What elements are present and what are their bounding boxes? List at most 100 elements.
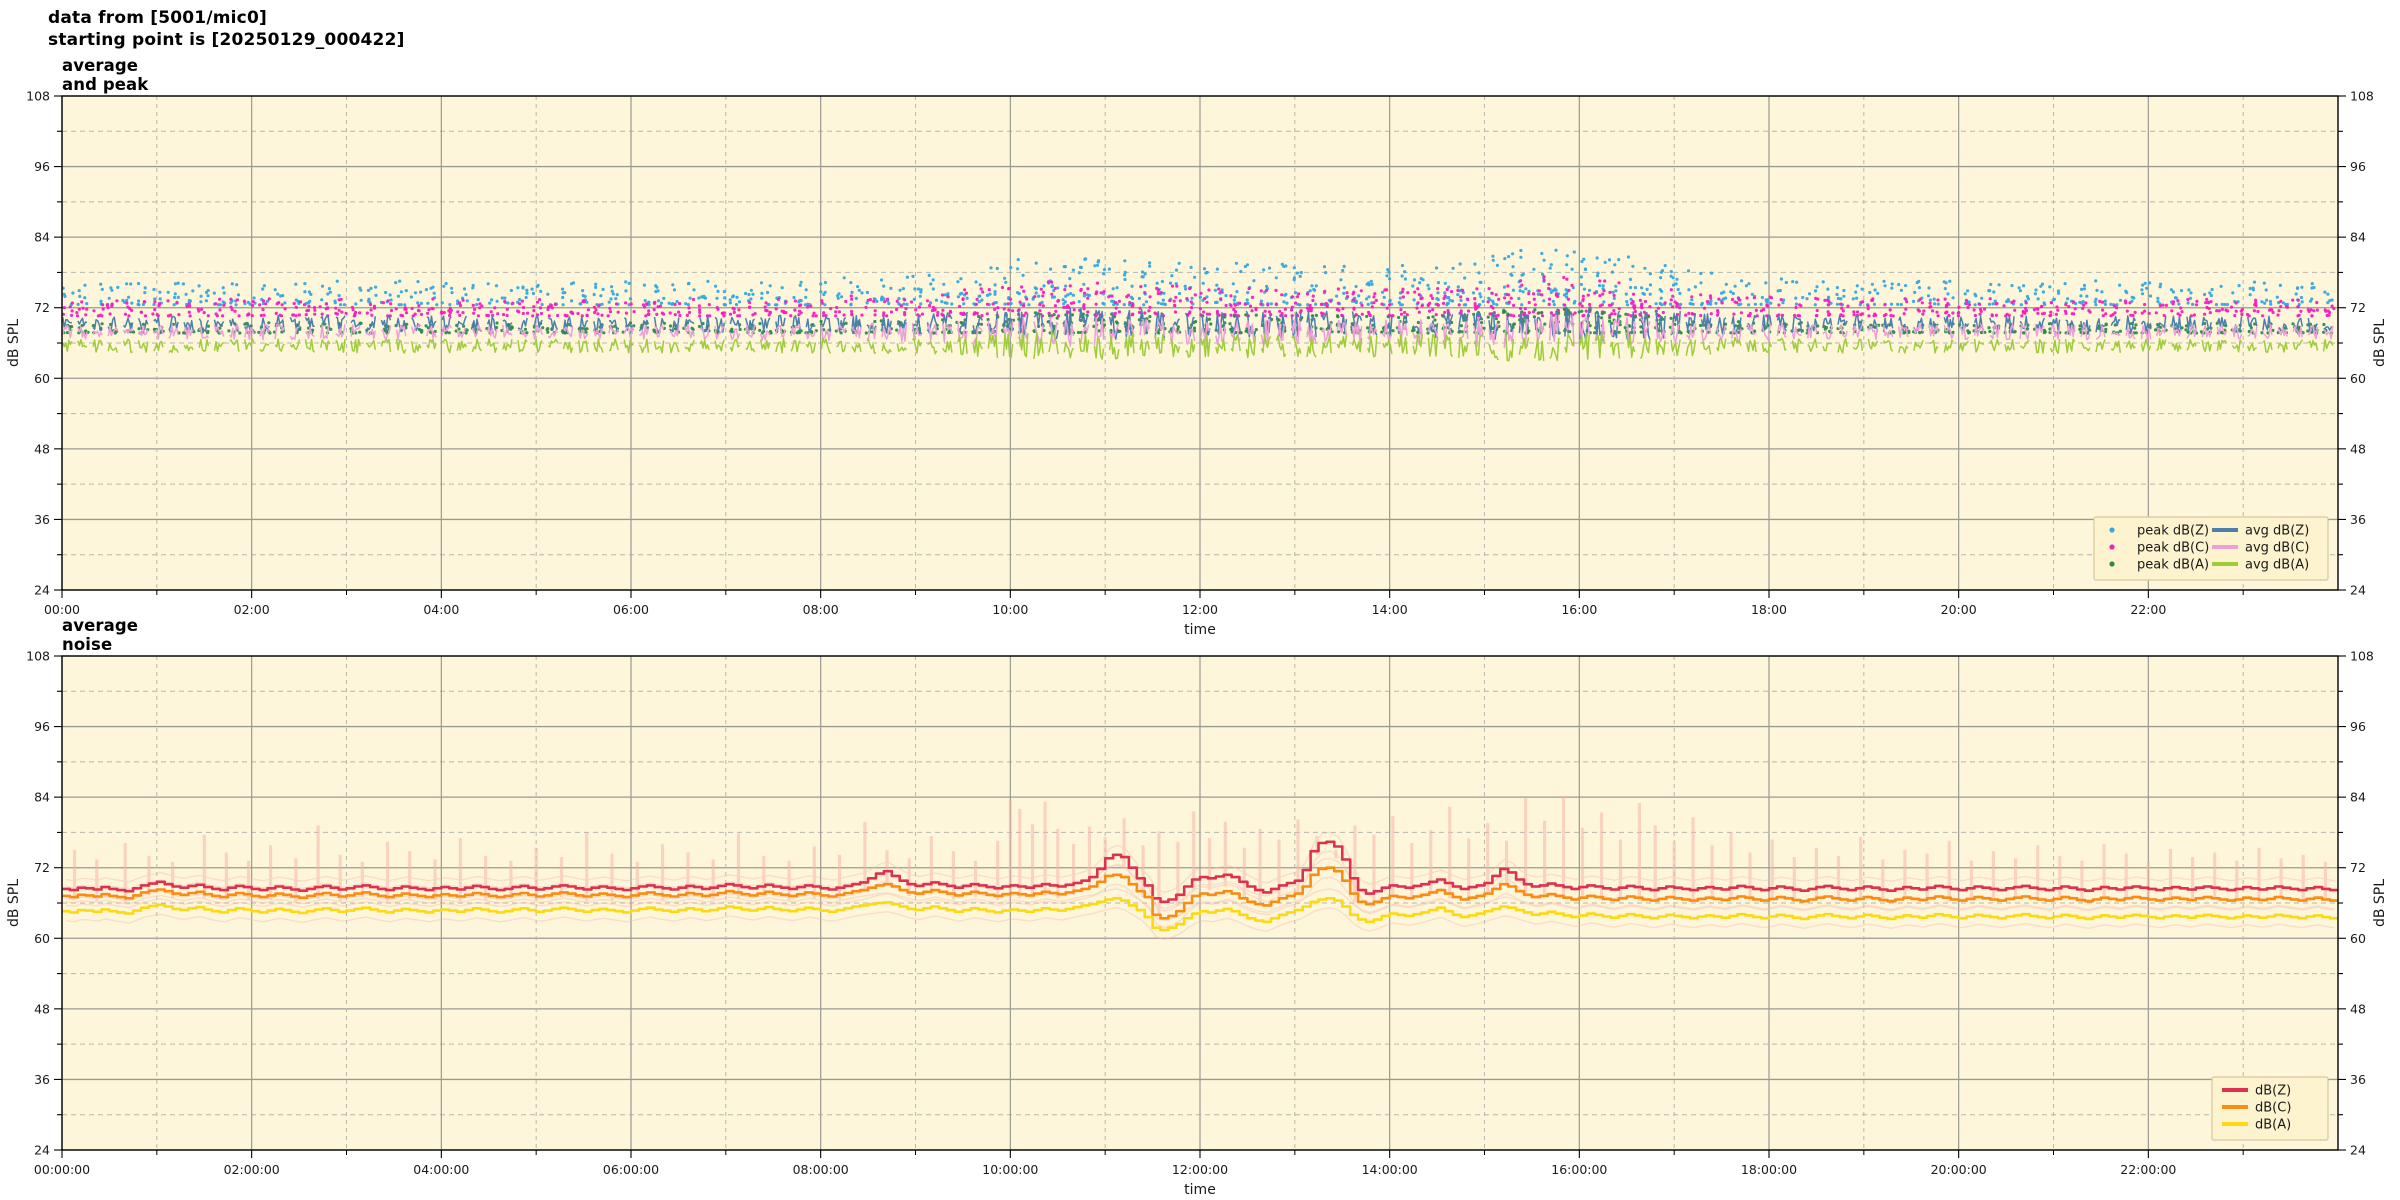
scatter-point (784, 300, 788, 304)
scatter-point (1935, 310, 1939, 314)
scatter-point (1600, 312, 1604, 316)
scatter-point (458, 303, 463, 308)
legend-item[interactable]: dB(C) (2222, 1101, 2291, 1116)
scatter-point (1593, 331, 1597, 335)
scatter-point (403, 307, 407, 311)
legend-item[interactable]: avg dB(C) (2212, 541, 2309, 556)
avg-segment (304, 326, 315, 340)
avg-segment (1929, 339, 1939, 354)
scatter-point (2173, 296, 2178, 300)
avg-segment (62, 324, 73, 339)
avg-segment (1640, 318, 1651, 339)
scatter-point (1693, 285, 1697, 289)
scatter-point (1267, 310, 1271, 314)
scatter-point (1547, 286, 1551, 291)
scatter-point (1675, 277, 1679, 281)
legend-item[interactable]: avg dB(Z) (2212, 524, 2309, 539)
scatter-point (1687, 288, 1691, 292)
legend[interactable]: peak dB(Z) peak dB(C) peak dB(A) avg dB(Z) a… (2093, 516, 2329, 581)
scatter-point (351, 308, 355, 312)
legend-item[interactable]: dB(Z) (2222, 1084, 2291, 1099)
scatter-point (337, 308, 341, 312)
data-layer (62, 248, 2336, 362)
scatter-point (1997, 283, 2001, 287)
scatter-point (1003, 276, 1007, 280)
scatter-point (2194, 303, 2198, 307)
scatter-point (1290, 305, 1294, 309)
scatter-point (1131, 302, 1135, 306)
scatter-point (246, 313, 250, 317)
avg-segment (2125, 326, 2136, 340)
legend-item[interactable]: peak dB(C) (2109, 541, 2209, 556)
scatter-point (1548, 266, 1552, 270)
avg-segment (1882, 324, 1894, 338)
scatter-point (1679, 302, 1683, 306)
avg-segment (1336, 335, 1348, 349)
scatter-point (1083, 257, 1087, 261)
scatter-point (856, 285, 860, 289)
scatter-point (1365, 314, 1369, 318)
scatter-point (715, 306, 719, 310)
scatter-point (405, 322, 409, 326)
scatter-point (656, 305, 660, 309)
legend-item[interactable]: peak dB(Z) (2109, 524, 2209, 539)
scatter-point (262, 313, 266, 317)
scatter-point (1417, 293, 1421, 297)
avg-segment (1549, 337, 1560, 362)
scatter-point (909, 300, 914, 304)
scatter-point (883, 300, 887, 304)
scatter-point (177, 313, 181, 317)
scatter-point (181, 282, 185, 286)
scatter-point (1736, 320, 1740, 324)
scatter-point (1292, 278, 1296, 282)
scatter-point (1582, 257, 1586, 261)
scatter-point (875, 299, 879, 303)
scatter-point (707, 303, 711, 307)
scatter-point (760, 296, 764, 300)
scatter-point (1033, 295, 1037, 299)
scatter-point (2176, 312, 2180, 316)
avg-segment (624, 317, 635, 332)
scatter-point (1018, 300, 1022, 304)
scatter-point (266, 299, 270, 303)
scatter-point (2297, 325, 2301, 329)
scatter-point (1269, 312, 1273, 317)
scatter-point (632, 310, 636, 314)
scatter-point (368, 302, 373, 307)
y-tick-label: 48 (2350, 441, 2366, 456)
y-tick-label: 108 (2350, 649, 2374, 664)
scatter-point (78, 294, 82, 298)
scatter-point (1042, 284, 1046, 288)
scatter-point (399, 290, 403, 294)
legend-item[interactable]: avg dB(A) (2212, 558, 2309, 573)
envelope-upper (65, 888, 2335, 922)
avg-segment (1776, 323, 1787, 338)
scatter-point (1248, 304, 1253, 308)
x-tick-label: 02:00:00 (224, 1162, 280, 1177)
scatter-point (1175, 284, 1179, 288)
legend-item[interactable]: dB(A) (2222, 1118, 2291, 1133)
scatter-point (1022, 304, 1026, 308)
scatter-point (1245, 298, 1249, 302)
avg-segment (1776, 337, 1787, 351)
avg-segment (1200, 321, 1211, 342)
scatter-point (1329, 299, 1333, 303)
scatter-point (2186, 297, 2190, 302)
scatter-point (1842, 294, 1846, 298)
scatter-point (963, 288, 967, 292)
scatter-point (2125, 309, 2129, 313)
x-tick-label: 06:00 (613, 602, 649, 617)
scatter-point (1988, 297, 1992, 301)
scatter-point (1128, 301, 1132, 305)
scatter-point (1978, 302, 1982, 306)
scatter-point (1617, 258, 1621, 262)
scatter-point (204, 299, 208, 303)
scatter-point (2285, 302, 2290, 306)
legend-item[interactable]: peak dB(A) (2109, 558, 2209, 573)
legend[interactable]: dB(Z) dB(C) dB(A) (2211, 1076, 2329, 1141)
scatter-point (1488, 298, 1492, 302)
scatter-point (1345, 295, 1350, 299)
scatter-point (1420, 304, 1424, 308)
scatter-point (464, 293, 468, 297)
scatter-point (125, 301, 129, 305)
